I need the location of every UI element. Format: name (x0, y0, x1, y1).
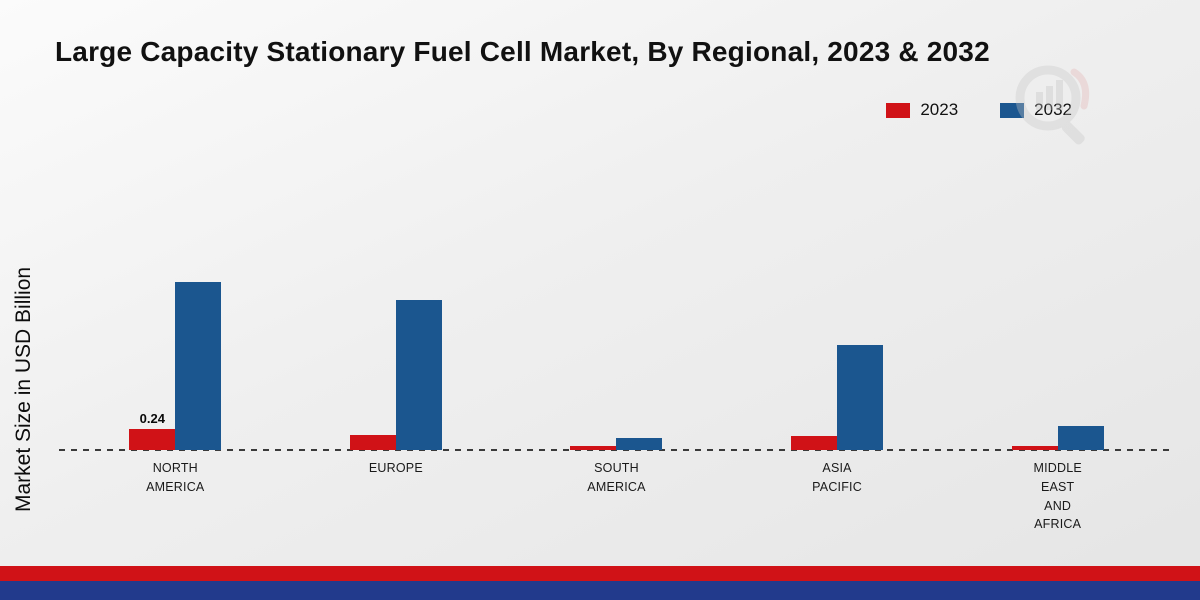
bar-wrap-2023 (1011, 446, 1058, 450)
category-label: NORTH AMERICA (146, 461, 205, 494)
bar-pair (570, 260, 663, 450)
bar-2023-europe (349, 435, 396, 450)
legend-swatch-2023 (886, 102, 911, 118)
bar-2032-europe (395, 300, 442, 450)
bar-2032-asia-pacific (837, 345, 884, 450)
bar-wrap-2023 (791, 436, 838, 450)
bar-2032-middle-east-and-africa (1057, 426, 1104, 450)
category-label: EUROPE (368, 461, 423, 475)
bar-pair (349, 260, 442, 450)
footer-blue-strip (0, 581, 1200, 600)
bar-wrap-2032 (837, 345, 884, 450)
category-label: SOUTH AMERICA (587, 461, 646, 494)
bar-wrap-2023 (349, 435, 396, 450)
bar-2023-middle-east-and-africa (1011, 446, 1058, 450)
plot-area: 0.24 NORTH AMERICA EUROPE SOUTH AMERICA ASIA PA… (59, 260, 1174, 531)
y-axis-label: Market Size in USD Billion (12, 266, 35, 512)
bar-pair (1011, 260, 1104, 450)
category-label: ASIA PACIFIC (812, 461, 862, 494)
bar-wrap-2023 (570, 446, 617, 450)
bar-wrap-2032 (395, 300, 442, 450)
bar-pair (791, 260, 884, 450)
bar-pair: 0.24 (129, 260, 222, 450)
category-label: MIDDLE EAST AND AFRICA (1033, 461, 1082, 532)
legend-swatch-2032 (1000, 102, 1025, 118)
bar-value-label: 0.24 (139, 411, 165, 426)
bar-2023-asia-pacific (791, 436, 838, 450)
bar-wrap-2032 (175, 282, 222, 450)
legend-item-2023: 2023 (886, 100, 958, 120)
legend-label-2023: 2023 (920, 100, 959, 119)
category-group-north-america: 0.24 NORTH AMERICA (65, 260, 286, 494)
category-group-south-america: SOUTH AMERICA (506, 260, 727, 494)
bar-2032-north-america (175, 282, 222, 450)
bar-2032-south-america (616, 438, 663, 450)
bar-wrap-2032 (616, 438, 663, 450)
footer-red-strip (0, 566, 1200, 581)
baseline-dashed-line (59, 449, 1174, 451)
bar-wrap-2032 (1057, 426, 1104, 450)
category-group-europe: EUROPE (286, 260, 507, 475)
chart-legend: 2023 2032 (886, 100, 1072, 120)
category-group-middle-east-and-africa: MIDDLE EAST AND AFRICA (947, 260, 1168, 531)
legend-item-2032: 2032 (1000, 100, 1072, 120)
bar-groups: 0.24 NORTH AMERICA EUROPE SOUTH AMERICA ASIA PA… (65, 260, 1168, 531)
category-group-asia-pacific: ASIA PACIFIC (727, 260, 948, 494)
bar-2023-south-america (570, 446, 617, 450)
bar-wrap-2023: 0.24 (129, 411, 176, 450)
bar-2023-north-america (129, 429, 176, 450)
chart-title: Large Capacity Stationary Fuel Cell Mark… (55, 36, 990, 67)
legend-label-2032: 2032 (1034, 100, 1072, 119)
